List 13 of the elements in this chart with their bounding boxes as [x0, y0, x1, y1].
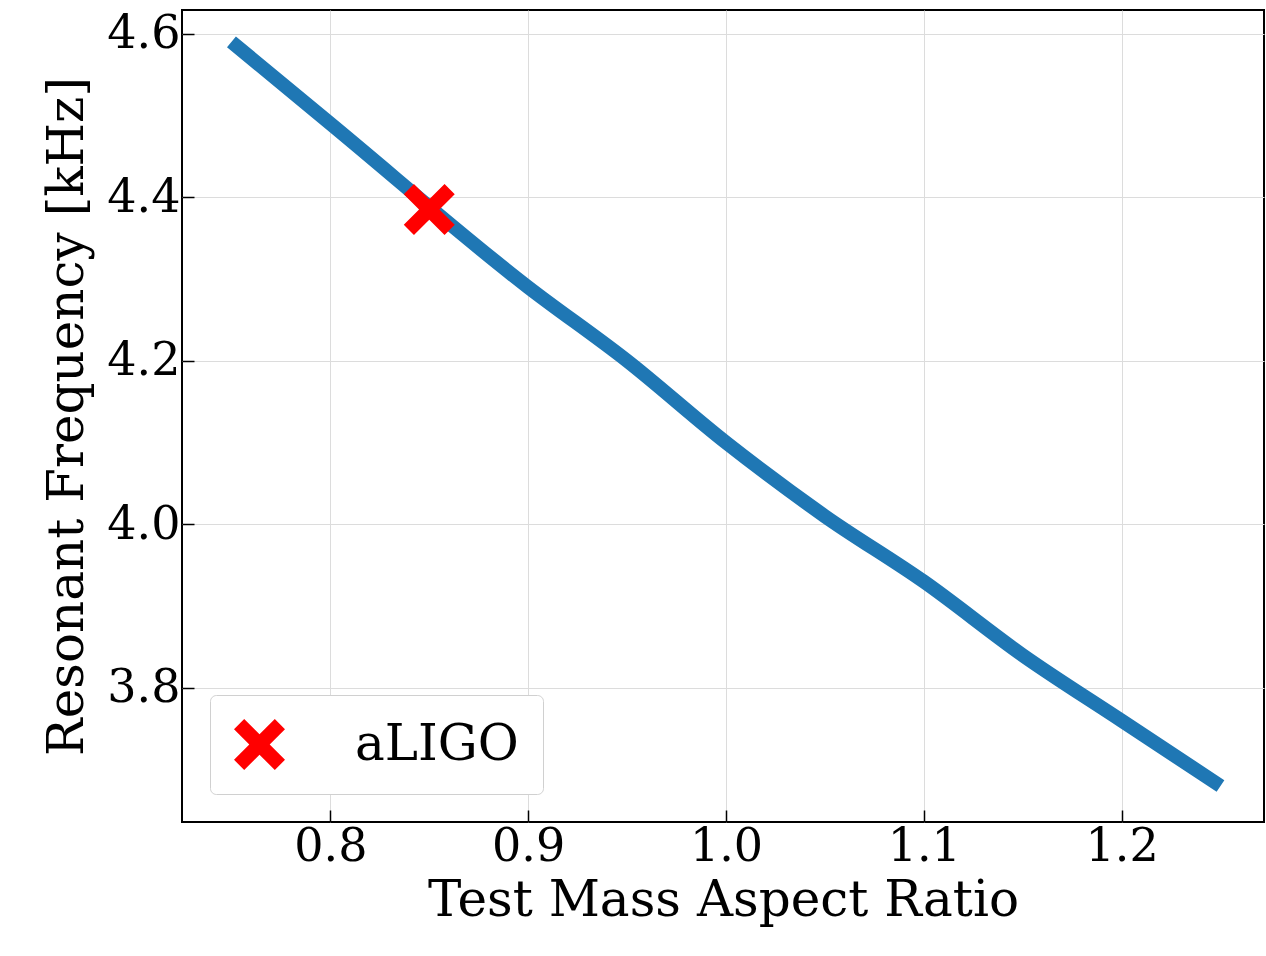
x-axis-title: Test Mass Aspect Ratio: [427, 869, 1020, 928]
y-tick-label: 4.6: [107, 5, 181, 60]
y-tick-label: 3.8: [107, 659, 181, 714]
y-tick-label: 4.0: [107, 495, 181, 550]
y-axis-title: Resonant Frequency [kHz]: [37, 77, 96, 756]
x-tick-label: 0.8: [294, 817, 368, 872]
x-tick-label: 1.0: [689, 817, 764, 872]
y-tick-label: 4.2: [107, 332, 181, 387]
x-tick-label: 1.2: [1085, 817, 1159, 872]
legend-label: aLIGO: [355, 713, 519, 772]
y-tick-label: 4.4: [107, 168, 181, 223]
x-tick-label: 0.9: [492, 817, 566, 872]
x-tick-label: 1.1: [887, 817, 961, 872]
